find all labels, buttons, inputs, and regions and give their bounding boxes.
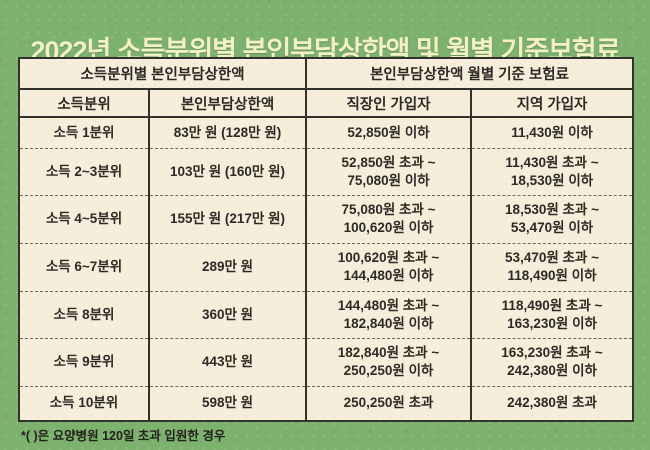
cap-amount-cell: 289만 원: [149, 243, 308, 292]
decile-cell: 소득 1분위: [19, 117, 150, 149]
employee-premium-cell: 52,850원 초과 ~ 75,080원 이하: [306, 148, 473, 196]
employee-premium-cell: 52,850원 이하: [306, 117, 473, 149]
decile-cell: 소득 10분위: [19, 386, 150, 421]
group-header-premium: 본인부담상한액 월별 기준 보험료: [306, 58, 634, 90]
table-row: 소득 10분위 598만 원 250,250원 초과 242,380원 초과: [19, 386, 633, 421]
column-header-employee: 직장인 가입자: [306, 89, 473, 118]
cap-amount-cell: 598만 원: [149, 386, 308, 421]
decile-cell: 소득 6~7분위: [19, 243, 150, 292]
column-header-cap: 본인부담상한액: [149, 89, 308, 118]
table-row: 소득 2~3분위 103만 원 (160만 원) 52,850원 초과 ~ 75…: [19, 148, 634, 196]
regional-premium-cell: 53,470원 초과 ~ 118,490원 이하: [471, 243, 634, 292]
table-row: 소득 8분위 360만 원 144,480원 초과 ~ 182,840원 이하 …: [19, 291, 634, 339]
column-header-regional: 지역 가입자: [471, 89, 634, 118]
regional-premium-cell: 11,430원 이하: [471, 117, 634, 149]
cap-amount-cell: 83만 원 (128만 원): [149, 117, 308, 149]
employee-premium-cell: 100,620원 초과 ~ 144,480원 이하: [306, 243, 473, 292]
decile-cell: 소득 2~3분위: [19, 148, 150, 196]
decile-cell: 소득 4~5분위: [19, 195, 150, 244]
table-row: 소득 9분위 443만 원 182,840원 초과 ~ 250,250원 이하 …: [19, 338, 634, 387]
table-row: 소득 1분위 83만 원 (128만 원) 52,850원 이하 11,430원…: [19, 117, 634, 149]
employee-premium-cell: 182,840원 초과 ~ 250,250원 이하: [306, 338, 473, 387]
decile-cell: 소득 8분위: [19, 291, 150, 339]
group-header-cap: 소득분위별 본인부담상한액: [19, 58, 308, 90]
table-row: 소득 4~5분위 155만 원 (217만 원) 75,080원 초과 ~ 10…: [19, 195, 634, 244]
group-header-row: 소득분위별 본인부담상한액 본인부담상한액 월별 기준 보험료: [19, 58, 634, 90]
table-row: 소득 6~7분위 289만 원 100,620원 초과 ~ 144,480원 이…: [19, 243, 634, 292]
footnote: *( )은 요양병원 120일 초과 입원한 경우: [21, 429, 226, 443]
regional-premium-cell: 242,380원 초과: [507, 395, 597, 411]
column-header-decile: 소득분위: [19, 89, 150, 118]
cap-amount-cell: 155만 원 (217만 원): [149, 195, 308, 244]
regional-premium-cell: 163,230원 초과 ~ 242,380원 이하: [471, 338, 634, 387]
cap-amount-cell: 360만 원: [149, 291, 308, 339]
regional-premium-cell: 11,430원 초과 ~ 18,530원 이하: [471, 148, 634, 196]
cap-amount-cell: 443만 원: [149, 338, 308, 387]
regional-premium-cell: 18,530원 초과 ~ 53,470원 이하: [471, 195, 634, 244]
employee-premium-cell: 250,250원 초과: [306, 386, 473, 421]
decile-cell: 소득 9분위: [19, 338, 150, 387]
employee-premium-cell: 75,080원 초과 ~ 100,620원 이하: [306, 195, 473, 244]
employee-premium-cell: 144,480원 초과 ~ 182,840원 이하: [306, 291, 473, 339]
copayment-cap-table: 소득분위별 본인부담상한액 본인부담상한액 월별 기준 보험료 소득분위 본인부…: [18, 57, 635, 422]
regional-premium-cell: 118,490원 초과 ~ 163,230원 이하: [471, 291, 634, 339]
cap-amount-cell: 103만 원 (160만 원): [149, 148, 308, 196]
column-header-row: 소득분위 본인부담상한액 직장인 가입자 지역 가입자: [19, 89, 634, 118]
